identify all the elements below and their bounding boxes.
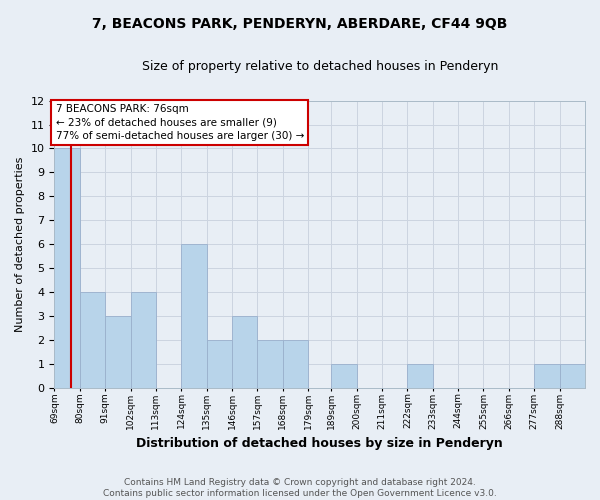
Text: 7 BEACONS PARK: 76sqm
← 23% of detached houses are smaller (9)
77% of semi-detac: 7 BEACONS PARK: 76sqm ← 23% of detached … [56,104,304,141]
Bar [181,244,206,388]
Bar [131,292,156,388]
Bar [534,364,560,388]
Y-axis label: Number of detached properties: Number of detached properties [15,156,25,332]
Bar [80,292,105,388]
Bar [232,316,257,388]
X-axis label: Distribution of detached houses by size in Penderyn: Distribution of detached houses by size … [136,437,503,450]
Text: Contains HM Land Registry data © Crown copyright and database right 2024.
Contai: Contains HM Land Registry data © Crown c… [103,478,497,498]
Text: 7, BEACONS PARK, PENDERYN, ABERDARE, CF44 9QB: 7, BEACONS PARK, PENDERYN, ABERDARE, CF4… [92,18,508,32]
Bar [407,364,433,388]
Bar [331,364,356,388]
Bar [55,148,80,388]
Bar [257,340,283,388]
Bar [283,340,308,388]
Bar [105,316,131,388]
Bar [560,364,585,388]
Bar [206,340,232,388]
Title: Size of property relative to detached houses in Penderyn: Size of property relative to detached ho… [142,60,498,73]
